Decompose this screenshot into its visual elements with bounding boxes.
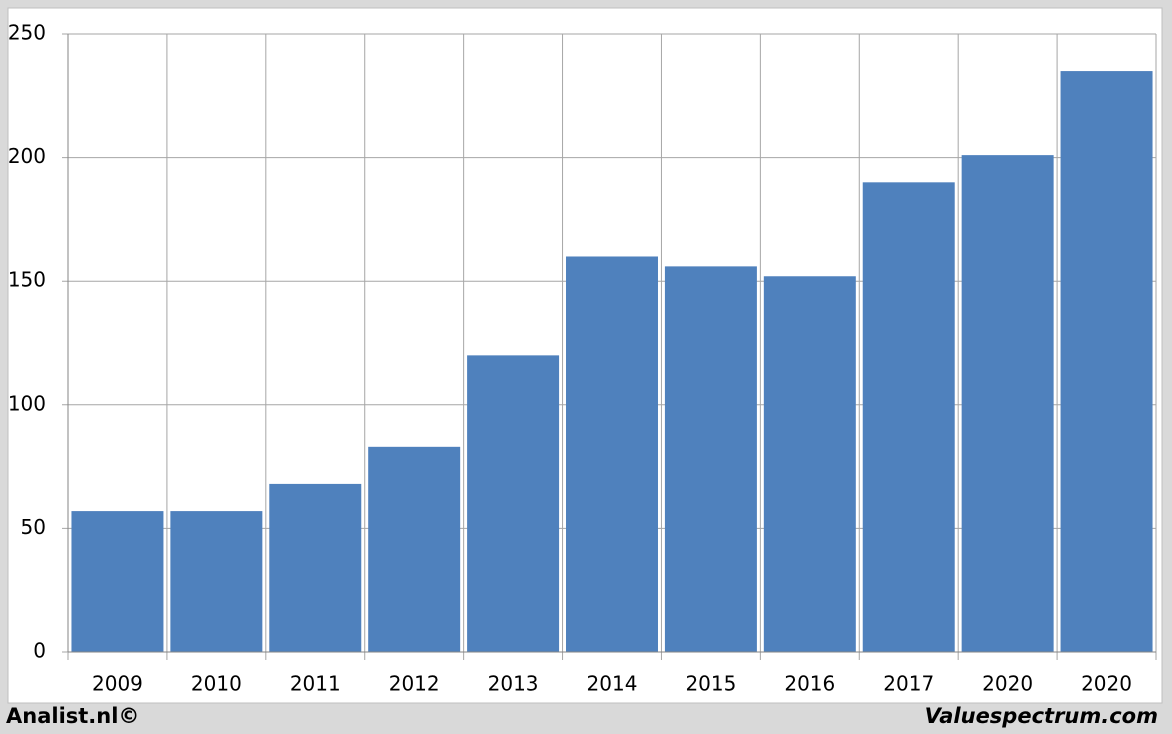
bar — [467, 355, 560, 652]
y-tick-label: 50 — [21, 515, 46, 539]
y-tick-label: 250 — [8, 21, 46, 45]
bar — [170, 511, 263, 652]
x-tick-label: 2010 — [191, 672, 242, 696]
x-tick-label: 2020 — [982, 672, 1033, 696]
x-tick-label: 2012 — [389, 672, 440, 696]
x-tick-label: 2009 — [92, 672, 143, 696]
y-tick-label: 100 — [8, 391, 46, 415]
bar — [664, 266, 757, 652]
x-tick-label: 2020 — [1081, 672, 1132, 696]
x-tick-label: 2015 — [685, 672, 736, 696]
bar — [368, 446, 461, 652]
x-tick-label: 2014 — [587, 672, 638, 696]
bar — [961, 155, 1054, 653]
footer-right: Valuespectrum.com — [925, 704, 1158, 728]
x-tick-label: 2016 — [784, 672, 835, 696]
y-tick-label: 200 — [8, 144, 46, 168]
y-tick-label: 0 — [33, 639, 46, 663]
bar — [566, 256, 658, 652]
bar — [763, 276, 856, 652]
x-tick-label: 2013 — [488, 672, 539, 696]
bar — [71, 511, 164, 652]
x-tick-label: 2017 — [883, 672, 934, 696]
footer-left: Analist.nl© — [6, 704, 139, 728]
y-tick-label: 150 — [8, 268, 46, 292]
bar — [1060, 71, 1153, 652]
bar — [862, 182, 955, 652]
bar — [269, 483, 362, 652]
x-tick-label: 2011 — [290, 672, 341, 696]
